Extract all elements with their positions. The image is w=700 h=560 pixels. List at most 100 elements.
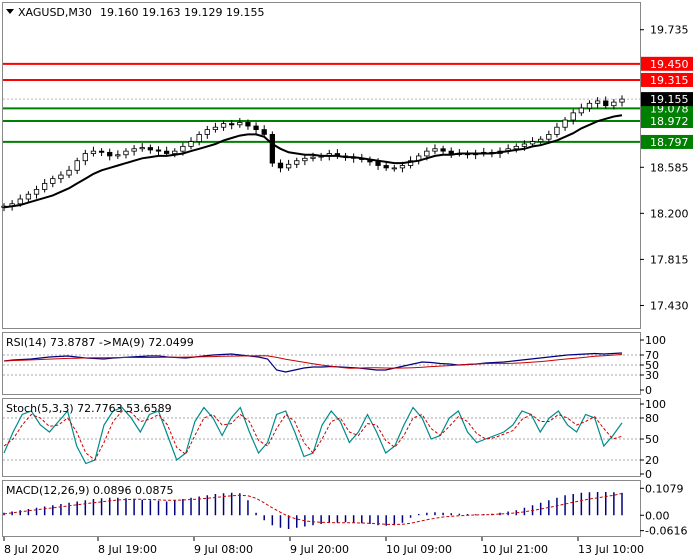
candle <box>74 160 80 171</box>
macd-tick-label: 0.00 <box>645 509 670 522</box>
price-axis-ticks: 19.735 18.585 18.200 17.815 17.430 <box>640 24 689 312</box>
stoch-panel-frame <box>2 398 641 477</box>
osc-tick-label: 50 <box>645 359 659 372</box>
candle <box>107 151 113 157</box>
osc-tick-label: 50 <box>645 433 659 446</box>
macd-tick-label: 0.1079 <box>645 482 684 495</box>
rsi-panel-frame <box>2 332 641 395</box>
candle <box>131 148 137 152</box>
candle <box>513 145 519 150</box>
candle <box>58 174 64 180</box>
candle <box>594 100 601 104</box>
candle <box>90 150 97 154</box>
candle <box>302 157 308 162</box>
stoch-d-line <box>3 410 623 461</box>
candle <box>163 150 170 154</box>
candle <box>285 163 292 169</box>
macd-label: MACD(12,26,9) 0.0896 0.0875 <box>6 484 174 497</box>
time-tick-label: 13 Jul 10:00 <box>578 543 644 556</box>
price-tick-label: 17.430 <box>650 299 689 312</box>
osc-tick-label: 0 <box>645 384 652 397</box>
candle <box>562 119 568 128</box>
candle <box>25 193 32 200</box>
osc-tick-label: 0 <box>645 468 652 481</box>
candle <box>619 98 625 103</box>
osc-tick-label: 100 <box>645 398 666 411</box>
symbol-title: XAGUSD,M30 <box>18 6 92 19</box>
candle <box>611 101 617 107</box>
price-moving-average <box>3 114 623 209</box>
osc-tick-label: 100 <box>645 334 666 347</box>
candle <box>196 133 202 142</box>
price-levels <box>3 62 640 143</box>
candle <box>212 126 219 131</box>
rsi-label: RSI(14) 73.8787 ->MA(9) 72.0499 <box>6 336 194 349</box>
candle <box>139 147 145 150</box>
level-tag-label: 19.450 <box>650 58 689 71</box>
time-tick-label: 10 Jul 21:00 <box>482 543 548 556</box>
level-tag <box>641 72 693 87</box>
rsi-ma-line <box>3 354 623 369</box>
candle <box>375 161 381 166</box>
candle <box>17 198 23 205</box>
time-tick-label: 9 Jul 08:00 <box>194 543 253 556</box>
candle <box>269 133 275 164</box>
current-price-label: 19.155 <box>650 93 689 106</box>
time-axis: 8 Jul 2020 8 Jul 19:00 9 Jul 08:00 9 Jul 20… <box>3 537 644 556</box>
dropdown-arrow-icon[interactable] <box>6 9 14 14</box>
candle <box>204 129 210 135</box>
rsi-line <box>3 352 623 373</box>
candle <box>245 122 251 127</box>
candle <box>82 153 88 162</box>
candle <box>538 138 544 142</box>
candle <box>521 143 528 147</box>
candle <box>261 129 267 135</box>
candle <box>188 141 194 147</box>
time-tick-label: 9 Jul 20:00 <box>290 543 349 556</box>
candle <box>123 150 129 156</box>
candle <box>277 162 284 169</box>
price-panel-frame <box>2 2 641 329</box>
ohlc-values: 19.160 19.163 19.129 19.155 <box>100 6 264 19</box>
stoch-label: Stoch(5,3,3) 72.7763 53.6589 <box>6 402 172 415</box>
candle <box>391 167 397 170</box>
osc-tick-label: 80 <box>645 412 659 425</box>
current-price-tag <box>641 92 693 107</box>
candle <box>310 156 316 159</box>
macd-tick-label: -0.0616 <box>645 525 687 538</box>
candle <box>229 123 235 126</box>
candle <box>253 125 259 131</box>
candle <box>42 183 48 190</box>
level-tag-label: 18.972 <box>650 115 689 128</box>
macd-signal-line <box>3 492 623 526</box>
osc-tick-label: 30 <box>645 369 659 382</box>
candle <box>554 126 560 135</box>
candle <box>33 189 40 195</box>
price-tick-label: 19.735 <box>650 24 689 37</box>
candle <box>546 133 552 140</box>
candle <box>155 149 162 152</box>
candle <box>440 148 446 152</box>
candle <box>172 150 178 154</box>
price-tick-label: 18.200 <box>650 207 689 220</box>
price-tick-label: 18.585 <box>650 161 689 174</box>
candle <box>50 178 56 184</box>
level-tag <box>641 56 693 71</box>
time-tick-label: 8 Jul 2020 <box>4 543 59 556</box>
candle <box>529 141 536 145</box>
candle <box>383 165 389 169</box>
candle <box>66 169 72 176</box>
candle <box>448 150 454 154</box>
level-tag-label: 19.315 <box>650 74 689 87</box>
candle <box>115 154 121 157</box>
osc-tick-label: 70 <box>645 349 659 362</box>
level-tag <box>641 113 693 128</box>
candle <box>98 150 105 153</box>
price-tick-label: 17.815 <box>650 253 689 266</box>
candle <box>586 102 593 109</box>
level-tag-label: 18.797 <box>650 136 689 149</box>
